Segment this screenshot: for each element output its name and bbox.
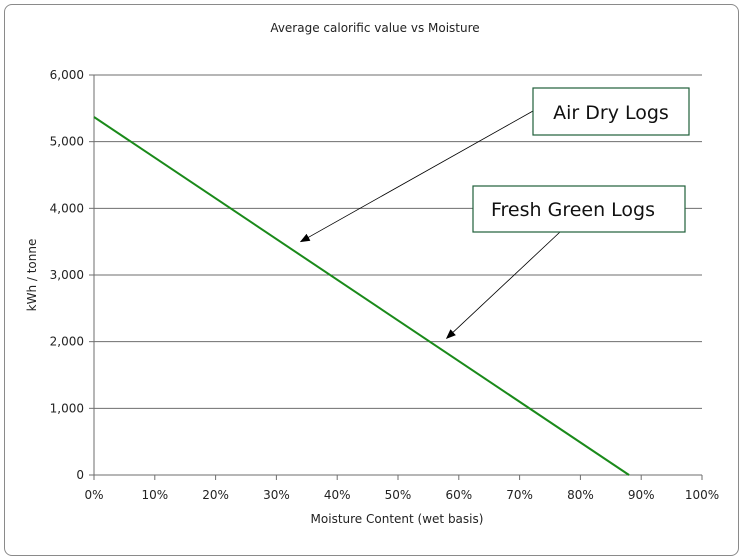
callout-fresh-green-arrow [445, 231, 561, 340]
x-tick-label: 40% [324, 488, 351, 502]
x-tick-label: 30% [263, 488, 290, 502]
x-tick-label: 0% [84, 488, 103, 502]
x-tick-label: 50% [385, 488, 412, 502]
x-tick-label: 90% [628, 488, 655, 502]
x-tick-label: 70% [506, 488, 533, 502]
y-tick-label: 2,000 [50, 335, 84, 349]
x-tick-label: 60% [445, 488, 472, 502]
gridlines [94, 74, 702, 409]
y-tick-label: 1,000 [50, 401, 84, 415]
x-tick-label: 80% [567, 488, 594, 502]
series [93, 116, 630, 476]
y-tick-label: 6,000 [50, 68, 84, 82]
x-axis-ticks: 0% 10% 20% 30% 40% 50% 60% 70% 80% 90% 100% [84, 475, 719, 502]
x-axis-label: Moisture Content (wet basis) [311, 512, 484, 526]
callout-air-dry-arrow [299, 110, 534, 243]
x-tick-label: 10% [141, 488, 168, 502]
series-line [93, 116, 630, 476]
y-axis-ticks: 0 1,000 2,000 3,000 4,000 5,000 6,000 [50, 68, 94, 482]
chart-title: Average calorific value vs Moisture [270, 21, 479, 35]
callout-fresh-green-box [472, 185, 686, 233]
callout-fresh-green-text: Fresh Green Logs [491, 199, 655, 221]
callout-fresh-green-logs: Fresh Green Logs [445, 185, 686, 340]
x-tick-label: 20% [202, 488, 229, 502]
x-tick-label: 100% [685, 488, 719, 502]
y-axis-label: kWh / tonne [25, 239, 39, 312]
callout-air-dry-box [532, 87, 690, 136]
y-tick-label: 4,000 [50, 201, 84, 215]
y-tick-label: 5,000 [50, 135, 84, 149]
callout-air-dry-text: Air Dry Logs [553, 102, 669, 124]
callout-air-dry-logs: Air Dry Logs [299, 87, 690, 243]
y-tick-label: 3,000 [50, 268, 84, 282]
y-tick-label: 0 [76, 468, 84, 482]
